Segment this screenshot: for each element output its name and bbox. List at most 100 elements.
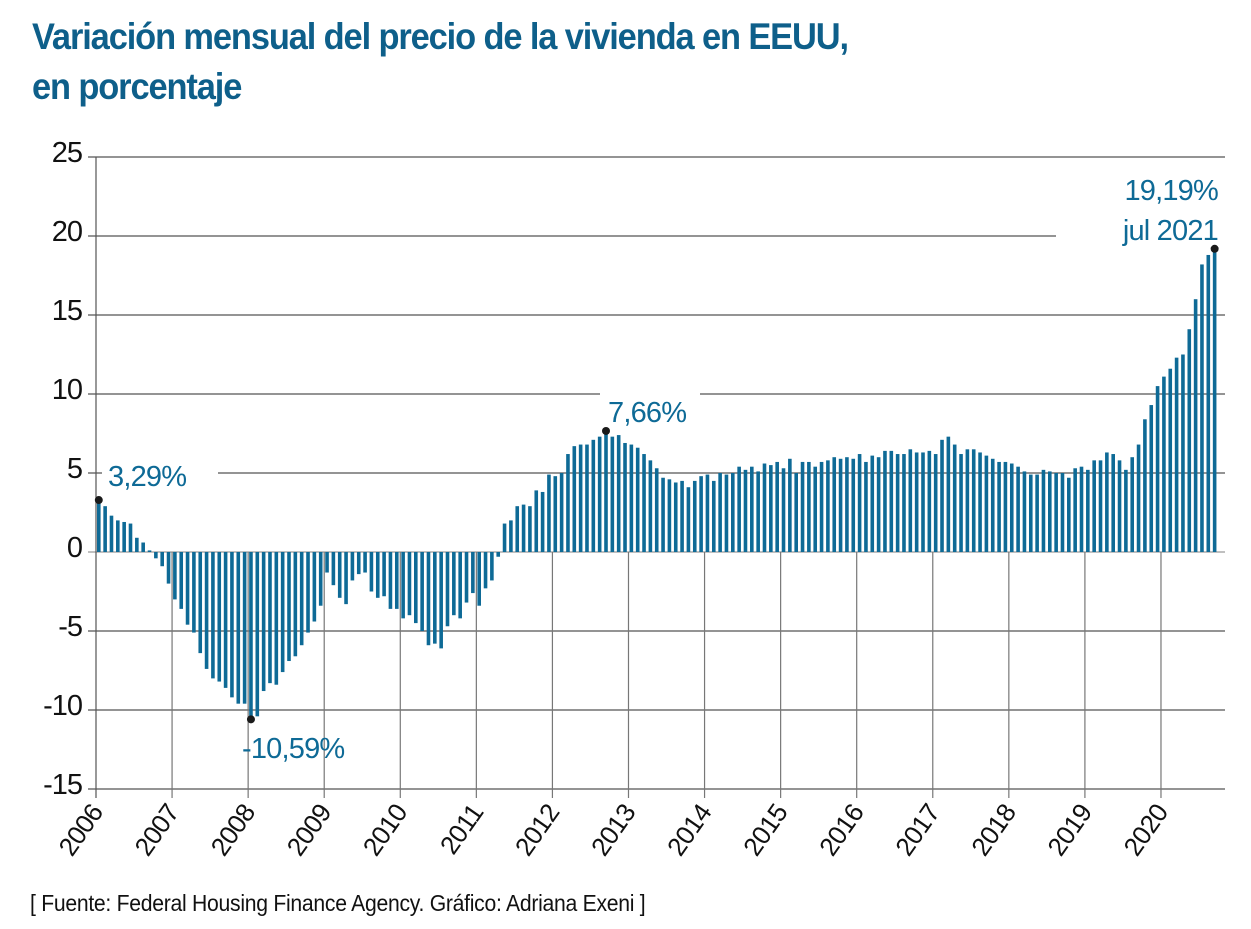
bar (1162, 376, 1166, 552)
bar (547, 474, 551, 552)
bar (870, 455, 875, 552)
bar (559, 473, 564, 552)
bar (122, 521, 126, 552)
bar (356, 552, 361, 575)
bar (705, 474, 710, 552)
bar (1143, 419, 1147, 552)
x-tick-label: 2012 (509, 798, 566, 861)
bar (927, 450, 932, 552)
bar (889, 450, 894, 552)
bar (1181, 354, 1185, 552)
bar (680, 480, 684, 552)
annotation-date-label: jul 2021 (1122, 215, 1218, 247)
bar (1174, 357, 1179, 552)
bar (344, 552, 348, 605)
bar (223, 552, 228, 688)
bar (1193, 299, 1198, 552)
annotation-dot (1210, 244, 1219, 253)
bar (230, 552, 234, 698)
bar (509, 520, 513, 552)
bar (154, 552, 158, 559)
annotation-label: 19,19% (1124, 175, 1218, 207)
bar (1035, 474, 1039, 552)
bar (458, 552, 462, 619)
y-tick-label: 0 (67, 532, 82, 564)
bar (1187, 329, 1192, 552)
bar (864, 461, 868, 552)
bar (306, 552, 310, 633)
x-tick-label: 2010 (357, 798, 414, 861)
bar (566, 454, 570, 552)
bar (661, 477, 665, 552)
x-tick-label: 2006 (52, 798, 109, 861)
bar (1016, 466, 1020, 552)
bar (572, 446, 577, 552)
bar (318, 552, 323, 606)
bar (261, 552, 266, 692)
bar (1054, 473, 1058, 552)
bar (876, 457, 881, 552)
bar (375, 552, 380, 598)
x-tick-label: 2020 (1117, 798, 1174, 861)
bar (1155, 386, 1160, 552)
annotation-label: -10,59% (242, 733, 344, 765)
bar (832, 457, 837, 552)
bar (388, 552, 393, 609)
bar (394, 552, 399, 609)
bar (933, 454, 938, 552)
bar (1009, 463, 1014, 552)
bar (984, 455, 989, 552)
bar (699, 476, 703, 552)
bar (1092, 460, 1096, 552)
bar (978, 452, 982, 552)
bar (1086, 469, 1090, 552)
y-tick-label: 5 (67, 453, 82, 485)
bar (591, 439, 596, 552)
bar (908, 449, 913, 552)
annotation-label: 3,29% (108, 461, 186, 493)
bar (731, 473, 735, 552)
bar (337, 552, 342, 598)
bar (445, 552, 450, 627)
bar (940, 439, 944, 552)
bar (895, 454, 900, 552)
bar (299, 552, 304, 646)
y-tick-label: 25 (52, 137, 82, 169)
bar (325, 552, 329, 573)
annotations: 3,29% -10,59% 7,66% 19,19% jul 2021 (94, 175, 1219, 765)
bar (426, 552, 431, 646)
bar (528, 506, 532, 552)
x-tick-label: 2014 (661, 798, 718, 861)
bar (128, 523, 133, 552)
bar (382, 552, 386, 597)
x-tick-label: 2017 (889, 798, 946, 861)
bar (1105, 452, 1109, 552)
x-tick-label: 2016 (813, 798, 870, 861)
x-axis-ticks: 2006 2007 2008 2009 2010 2011 2012 2013 2014 2015… (52, 798, 1174, 861)
bar (1028, 474, 1033, 552)
bar (769, 465, 773, 552)
bar (502, 523, 507, 552)
bar (407, 552, 412, 616)
bar (578, 444, 583, 552)
bar (173, 552, 177, 600)
bar (369, 552, 374, 592)
bars (97, 248, 1217, 720)
bar (673, 482, 678, 552)
y-tick-label: -5 (58, 611, 82, 643)
bar (185, 552, 190, 625)
bar (97, 500, 101, 552)
bar (1067, 477, 1071, 552)
bar (914, 452, 919, 552)
bar (540, 491, 545, 552)
source-credit: [ Fuente: Federal Housing Finance Agency… (30, 890, 646, 916)
bar (1111, 454, 1115, 552)
y-tick-label: 15 (52, 295, 82, 327)
bar (648, 460, 653, 552)
bar (109, 515, 114, 552)
bar (851, 458, 856, 552)
bar (490, 552, 494, 581)
bar (997, 461, 1001, 552)
bar (819, 461, 824, 552)
